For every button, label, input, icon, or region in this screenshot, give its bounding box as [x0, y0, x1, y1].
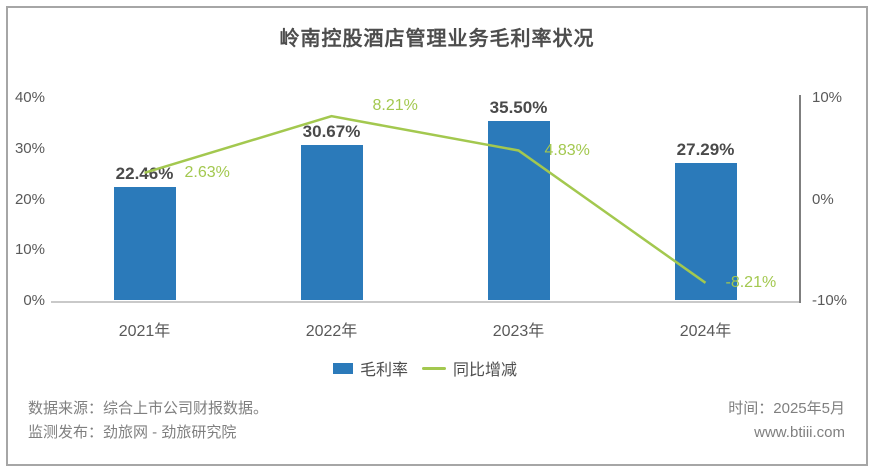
report-time-text: 时间：2025年5月 — [728, 400, 845, 417]
left-axis-tick-40%: 40% — [14, 89, 45, 106]
x-axis-label-2023年: 2023年 — [492, 323, 545, 340]
bar-value-label-2021年: 22.46% — [115, 164, 174, 183]
gross-margin-bar-2023年 — [487, 120, 550, 300]
left-axis-tick-0%: 0% — [23, 292, 45, 309]
line-series-label: 同比增减 — [453, 362, 518, 379]
line-value-label-2023年: 4.83% — [544, 142, 590, 160]
footer-right: 时间：2025年5月 www.btiii.com — [728, 397, 845, 445]
x-axis-label-2022年: 2022年 — [305, 323, 358, 340]
bar-value-label-2022年: 30.67% — [302, 122, 361, 142]
legend-item-gross-margin: 毛利率 — [332, 356, 408, 380]
website-text: www.btiii.com — [754, 424, 845, 441]
left-axis-tick-10%: 10% — [14, 241, 45, 259]
gross-margin-bar-2022年 — [300, 145, 363, 300]
line-series-swatch-icon — [422, 366, 446, 370]
bar-value-label-2023年: 35.50% — [489, 97, 548, 117]
line-value-label-2022年: 8.21% — [372, 97, 418, 115]
x-axis-label-2021年: 2021年 — [118, 323, 171, 340]
gross-margin-bar-2021年 — [113, 187, 176, 300]
footer-left: 数据来源：综合上市公司财报数据。 监测发布：劲旅网 - 劲旅研究院 — [28, 397, 268, 445]
chart-title: 岭南控股酒店管理业务毛利率状况 — [279, 28, 595, 50]
publisher-text: 监测发布：劲旅网 - 劲旅研究院 — [28, 424, 237, 441]
data-source-text: 数据来源：综合上市公司财报数据。 — [28, 400, 269, 417]
bar-value-label-2024年: 27.29% — [676, 139, 735, 159]
x-axis-line — [51, 301, 801, 303]
bar-series-swatch-icon — [332, 362, 353, 374]
left-axis-tick-30%: 30% — [14, 139, 45, 157]
right-axis-line — [799, 95, 801, 303]
left-axis-tick-20%: 20% — [14, 190, 45, 208]
x-axis-label-2024年: 2024年 — [679, 323, 732, 340]
bar-series-label: 毛利率 — [359, 362, 408, 379]
chart-legend: 毛利率 同比增减 — [51, 356, 799, 380]
right-axis-tick--10%: -10% — [812, 292, 848, 309]
line-value-label-2021年: 2.63% — [184, 163, 230, 181]
right-axis-tick-0%: 0% — [812, 190, 834, 208]
right-axis-tick-10%: 10% — [812, 89, 843, 106]
line-value-label-2024年: -8.21% — [725, 273, 777, 291]
legend-item-yoy-change: 同比增减 — [422, 356, 517, 380]
